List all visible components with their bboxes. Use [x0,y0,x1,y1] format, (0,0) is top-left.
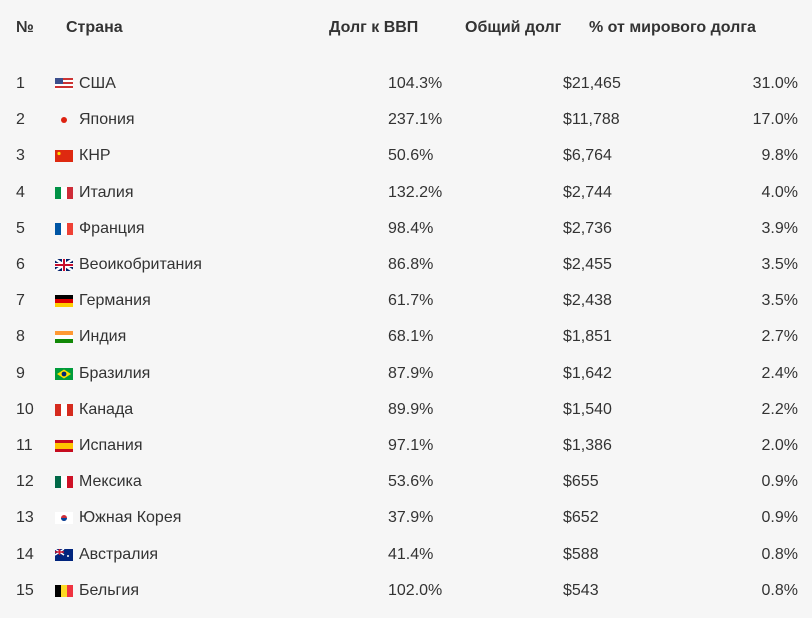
flag-icon [55,548,73,561]
total-debt: $655 [563,473,599,491]
rank: 5 [16,219,25,237]
world-share: 2.7% [761,328,798,346]
world-share: 3.5% [761,256,798,273]
world-share: 31.0% [752,75,798,92]
flag-icon [55,150,73,163]
country: Индия [79,328,127,346]
flag-icon [55,259,73,271]
total-debt: $11,788 [563,111,620,129]
world-share: 0.8% [761,545,798,563]
country: Франция [79,219,145,237]
flag-icon [55,222,73,235]
country: Веоикобритания [79,256,202,273]
flag-icon [55,512,73,525]
total-debt: $1,386 [563,437,612,454]
total-debt: $1,642 [563,364,612,382]
total-debt: $652 [563,509,599,527]
country: Италия [79,183,134,201]
world-share: 4.0% [761,183,798,201]
debt-to-gdp: 86.8% [388,256,434,273]
country: Германия [79,292,151,310]
total-debt: $21,465 [563,75,621,92]
country: США [79,75,116,92]
debt-to-gdp: 237.1% [388,111,443,129]
header-cell: % от мирового долга [589,19,756,36]
rank: 4 [16,183,25,201]
header-cell: Общий долг [465,19,562,36]
flag-icon [55,367,73,380]
flag-icon [55,295,73,308]
country: Япония [79,111,135,129]
world-share: 3.5% [761,292,798,310]
country: Южная Корея [79,509,182,527]
rank: 8 [16,328,25,346]
rank: 14 [16,545,34,563]
rank: 7 [16,292,25,310]
debt-to-gdp: 89.9% [388,400,434,418]
rank: 3 [16,147,25,165]
total-debt: $1,540 [563,400,612,418]
total-debt: $6,764 [563,147,612,165]
total-debt: $543 [563,581,599,599]
debt-to-gdp: 68.1% [388,328,434,346]
debt-to-gdp: 37.9% [388,509,434,527]
country: Канада [79,400,134,418]
header-cell: Долг к ВВП [329,19,419,36]
world-share: 0.9% [761,509,798,527]
country: Мексика [79,473,142,491]
rank: 1 [16,75,25,92]
debt-to-gdp: 41.4% [388,545,434,563]
flag-icon [55,476,73,489]
flag-icon [55,186,73,199]
total-debt: $588 [563,545,599,563]
total-debt: $2,438 [563,292,612,310]
total-debt: $2,736 [563,219,612,237]
flag-icon [55,78,73,90]
country: Испания [79,437,143,454]
rank: 11 [16,437,33,454]
rank: 9 [16,364,25,382]
debt-to-gdp: 104.3% [388,75,443,92]
world-share: 0.9% [761,473,798,491]
debt-to-gdp: 98.4% [388,219,434,237]
rank: 10 [16,400,34,418]
rank: 15 [16,581,34,599]
country: КНР [79,147,111,165]
header-cell: № [16,19,34,36]
country: Бразилия [79,364,151,382]
debt-to-gdp: 50.6% [388,147,434,165]
rank: 2 [16,111,25,129]
rank: 12 [16,473,34,491]
flag-icon [55,331,73,344]
world-share: 9.8% [761,147,798,165]
flag-icon [55,403,73,416]
debt-to-gdp: 132.2% [388,183,443,201]
total-debt: $2,455 [563,256,612,273]
total-debt: $1,851 [563,328,612,346]
header-cell: Страна [66,19,123,36]
debt-to-gdp: 61.7% [388,292,434,310]
rank: 13 [16,509,34,527]
debt-to-gdp: 87.9% [388,364,434,382]
country: Австралия [79,545,159,563]
debt-to-gdp: 97.1% [388,437,434,454]
rank: 6 [16,256,25,273]
flag-icon [55,584,73,597]
flag-icon [61,117,67,124]
flag-icon [55,440,73,452]
country: Бельгия [79,581,139,599]
debt-to-gdp: 53.6% [388,473,434,491]
world-share: 2.4% [761,364,798,382]
world-share: 0.8% [761,581,798,599]
world-share: 3.9% [761,219,798,237]
world-share: 17.0% [752,111,798,129]
total-debt: $2,744 [563,183,612,201]
world-share: 2.2% [761,400,798,418]
world-share: 2.0% [761,437,798,454]
debt-to-gdp: 102.0% [388,581,443,599]
